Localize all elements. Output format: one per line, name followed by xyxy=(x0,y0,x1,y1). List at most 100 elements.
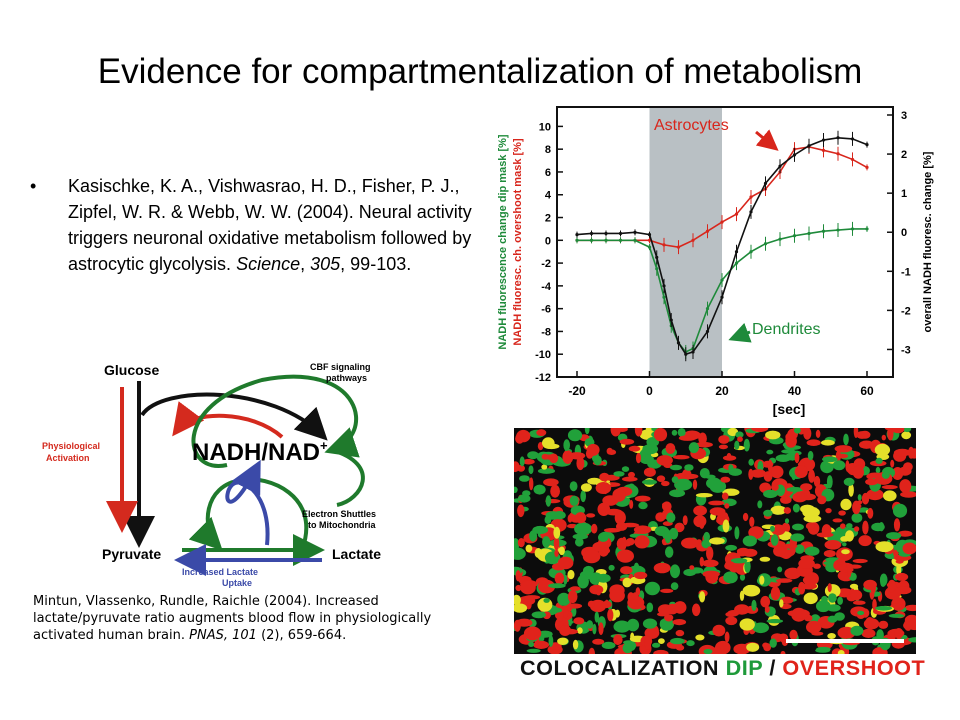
data-point xyxy=(749,195,753,199)
micrograph-speckle xyxy=(620,566,633,575)
micrograph-speckle xyxy=(720,476,731,483)
micrograph-speckle xyxy=(742,535,757,547)
caption-prefix: COLOCALIZATION xyxy=(520,657,726,680)
micrograph-speckle xyxy=(621,522,640,528)
micrograph-speckle xyxy=(703,648,713,654)
micrograph-speckle xyxy=(514,547,526,560)
micrograph-speckle xyxy=(821,524,832,538)
y-left-tick-label: 2 xyxy=(545,213,551,225)
caption-separator: / xyxy=(762,657,783,680)
micrograph-speckle xyxy=(557,556,574,570)
micrograph-speckle xyxy=(748,526,764,539)
micrograph-speckle xyxy=(695,634,705,641)
micrograph-speckle xyxy=(670,637,685,645)
dendrites-pointer xyxy=(728,322,752,343)
pyruvate-label: Pyruvate xyxy=(102,546,161,562)
micrograph-speckle xyxy=(541,453,549,460)
data-point xyxy=(821,229,826,233)
micrograph-speckle xyxy=(751,428,769,432)
micrograph-speckle xyxy=(658,638,665,644)
micrograph-speckle xyxy=(723,571,738,584)
micrograph-speckle xyxy=(580,483,592,492)
green-inner-arrow xyxy=(188,477,309,551)
micrograph-speckle xyxy=(577,627,583,634)
micrograph-speckle xyxy=(737,436,743,442)
micrograph-speckle xyxy=(616,428,628,432)
micrograph-speckle xyxy=(725,544,737,551)
micrograph-speckle xyxy=(853,600,866,605)
micrograph-speckle xyxy=(580,490,586,503)
data-point xyxy=(669,318,673,322)
micrograph-speckle xyxy=(652,642,661,648)
micrograph-speckle xyxy=(851,513,863,523)
x-tick-label: 0 xyxy=(646,384,653,398)
micrograph-speckle xyxy=(903,462,913,472)
micrograph-speckle xyxy=(888,613,905,618)
y-left-tick-label: 0 xyxy=(545,235,551,247)
metabolism-diagram: Glucose Pyruvate Lactate NADH/NAD+ Physi… xyxy=(42,362,381,588)
data-point xyxy=(749,210,753,214)
micrograph-speckle xyxy=(837,650,845,654)
micrograph-speckle xyxy=(813,563,821,569)
micrograph-speckle xyxy=(908,637,916,643)
micrograph-speckle xyxy=(765,430,781,440)
data-point xyxy=(691,350,695,354)
micrograph-speckle xyxy=(671,429,678,436)
micrograph-speckle xyxy=(709,479,727,493)
micrograph-speckle xyxy=(634,428,643,437)
micrograph-speckle xyxy=(522,490,531,497)
micrograph-speckle xyxy=(656,475,666,482)
mintun-journal: PNAS, xyxy=(189,628,228,643)
data-point xyxy=(865,165,869,169)
y-right-tick-label: -3 xyxy=(901,344,911,356)
micrograph-speckle xyxy=(622,643,633,654)
micrograph-speckle xyxy=(699,591,706,603)
micrograph-speckle xyxy=(739,573,746,581)
data-point xyxy=(633,238,637,242)
micrograph-speckle xyxy=(743,438,750,452)
micrograph-speckle xyxy=(832,460,846,471)
data-point xyxy=(618,238,623,242)
micrograph-speckle xyxy=(644,636,652,650)
micrograph-speckle xyxy=(670,582,679,590)
micrograph-speckle xyxy=(881,485,898,490)
x-tick-label: 20 xyxy=(715,384,729,398)
micrograph-speckle xyxy=(574,522,593,536)
data-point xyxy=(807,231,811,236)
micrograph-speckle xyxy=(840,523,846,529)
micrograph-speckle xyxy=(733,643,751,654)
micrograph-speckle xyxy=(531,611,546,619)
micrograph-speckle xyxy=(817,495,827,505)
scale-bar xyxy=(786,639,904,643)
micrograph-speckle xyxy=(786,487,804,492)
micrograph-speckle xyxy=(528,641,535,647)
micrograph-speckle xyxy=(644,581,660,596)
micrograph-speckle xyxy=(588,647,595,654)
micrograph-speckle xyxy=(763,509,773,517)
micrograph-speckle xyxy=(867,507,874,519)
micrograph-speckle xyxy=(587,477,602,485)
micrograph-speckle xyxy=(545,511,561,520)
micrograph-speckle xyxy=(702,559,719,568)
micrograph-speckle xyxy=(850,625,864,636)
micrograph-speckle xyxy=(643,467,656,477)
micrograph-speckle xyxy=(642,479,657,485)
micrograph-speckle xyxy=(843,477,855,486)
micrograph-speckle xyxy=(759,575,765,585)
micrograph-speckle xyxy=(514,538,520,551)
micrograph-speckle xyxy=(625,538,635,546)
micrograph-speckle xyxy=(582,549,601,564)
micrograph-speckle xyxy=(576,456,585,471)
micrograph-speckle xyxy=(577,574,589,589)
y-left-tick-label: 6 xyxy=(545,167,551,179)
micrograph-speckle xyxy=(689,565,695,570)
micrograph-speckle xyxy=(695,441,713,448)
micrograph-speckle xyxy=(586,513,596,518)
micrograph-speckle xyxy=(653,428,668,442)
micrograph-speckle xyxy=(567,590,578,604)
micrograph-speckle xyxy=(517,504,525,518)
y-left-tick-label: -2 xyxy=(541,258,551,270)
micrograph-speckle xyxy=(529,477,534,491)
data-point xyxy=(865,143,869,147)
micrograph-speckle xyxy=(548,635,554,647)
